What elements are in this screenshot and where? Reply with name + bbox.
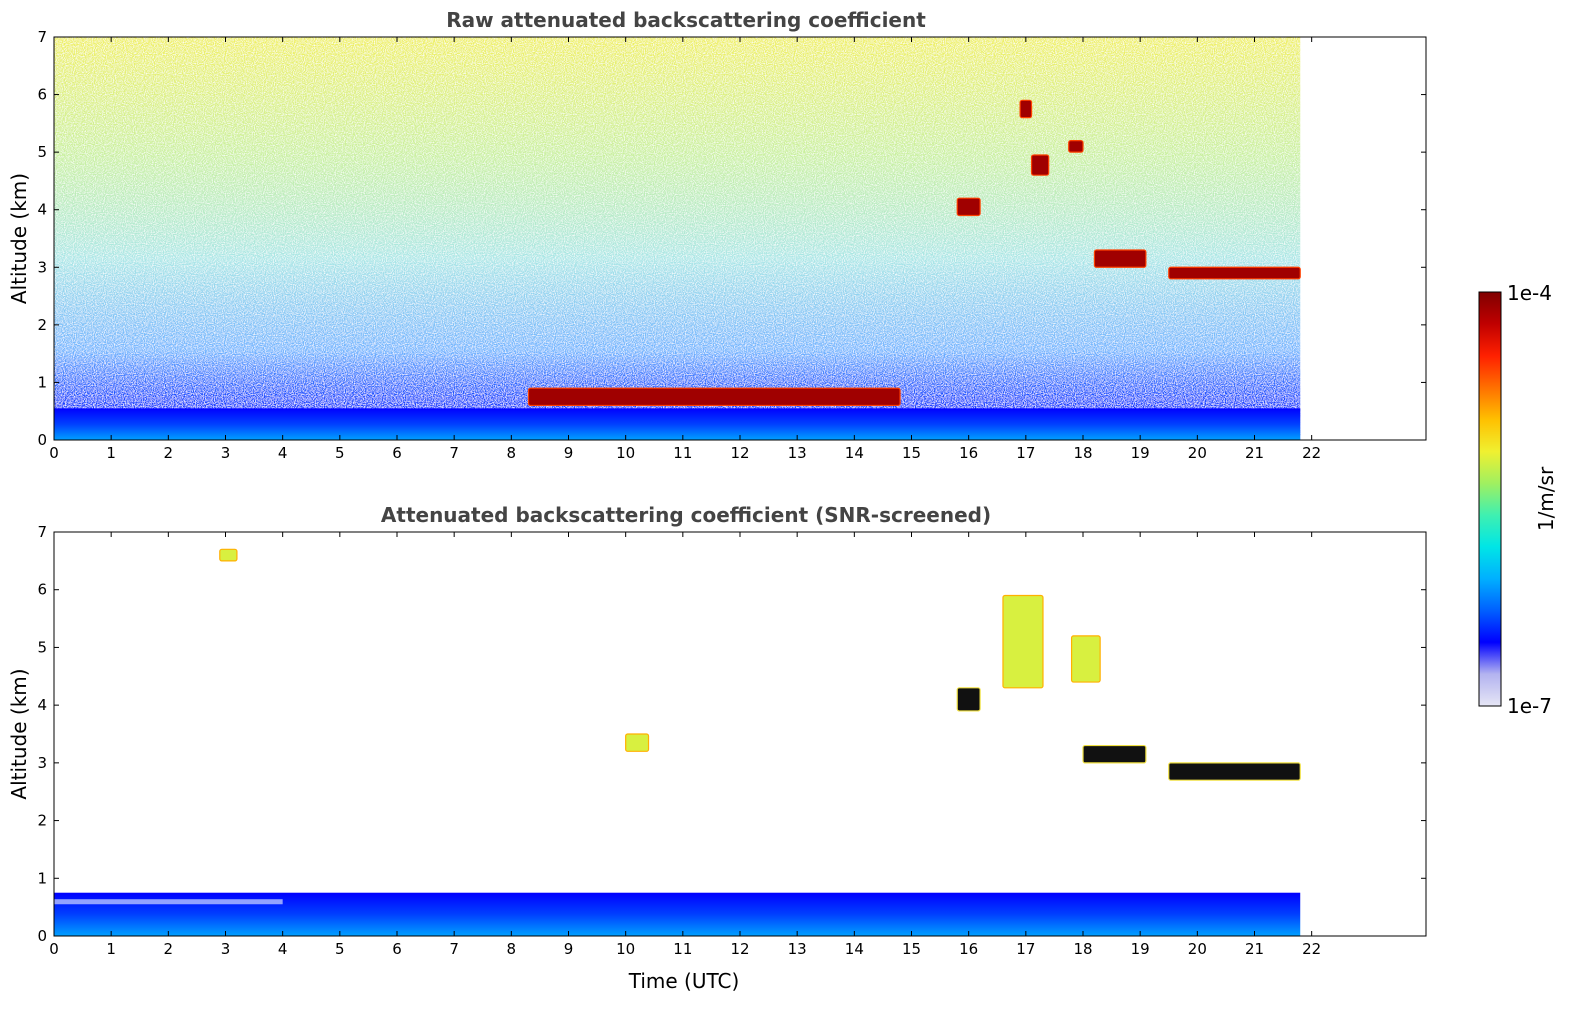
x-tick-label: 6 — [392, 940, 402, 958]
x-tick-label: 2 — [164, 940, 174, 958]
cloud-feature-1 — [219, 548, 238, 562]
x-tick-label: 14 — [845, 940, 864, 958]
x-tick-label: 11 — [673, 940, 692, 958]
x-tick-label: 20 — [1188, 940, 1207, 958]
y-tick-label: 6 — [37, 581, 47, 599]
x-tick-label: 14 — [845, 444, 864, 462]
x-tick-label: 12 — [730, 444, 749, 462]
x-tick-label: 17 — [1016, 444, 1035, 462]
cloud-feature-4 — [1002, 594, 1044, 689]
cloud-feature-3 — [1019, 99, 1033, 119]
cloud-feature-2 — [956, 197, 981, 217]
x-tick-label: 5 — [335, 940, 345, 958]
x-tick-label: 0 — [49, 444, 59, 462]
x-tick-label: 13 — [788, 444, 807, 462]
cloud-feature-6 — [1093, 249, 1147, 268]
x-tick-label: 21 — [1245, 444, 1264, 462]
chart-title: Attenuated backscattering coefficient (S… — [381, 503, 991, 527]
x-tick-label: 8 — [507, 940, 517, 958]
y-tick-label: 7 — [37, 523, 47, 541]
cloud-feature-7 — [1168, 762, 1301, 781]
x-axis-label: Time (UTC) — [628, 969, 740, 993]
x-tick-label: 5 — [335, 444, 345, 462]
boundary-layer-fringe — [54, 899, 283, 905]
x-tick-label: 21 — [1245, 940, 1264, 958]
x-tick-label: 13 — [788, 940, 807, 958]
x-tick-label: 9 — [564, 940, 574, 958]
y-tick-label: 0 — [37, 927, 47, 945]
colorbar-label: 1/m/sr — [1534, 466, 1558, 531]
y-tick-label: 2 — [37, 812, 47, 830]
colorbar-min-label: 1e-7 — [1507, 694, 1552, 718]
x-tick-label: 22 — [1302, 444, 1321, 462]
boundary-layer — [54, 408, 1301, 440]
y-tick-label: 5 — [37, 143, 47, 161]
x-tick-label: 18 — [1073, 940, 1092, 958]
colorbar: 1e-4 1e-7 1/m/sr — [1478, 281, 1558, 718]
x-tick-label: 0 — [49, 940, 59, 958]
x-tick-label: 1 — [106, 444, 116, 462]
cloud-feature-2 — [625, 733, 650, 752]
x-tick-label: 9 — [564, 444, 574, 462]
x-tick-label: 6 — [392, 444, 402, 462]
y-tick-label: 0 — [37, 431, 47, 449]
y-tick-label: 6 — [37, 86, 47, 104]
x-tick-label: 7 — [449, 940, 459, 958]
x-tick-label: 17 — [1016, 940, 1035, 958]
x-tick-label: 2 — [164, 444, 174, 462]
x-tick-label: 15 — [902, 444, 921, 462]
cloud-feature-7 — [1168, 266, 1301, 280]
x-tick-label: 1 — [106, 940, 116, 958]
y-tick-label: 5 — [37, 638, 47, 656]
y-axis-label: Altitude (km) — [7, 668, 31, 799]
cloud-feature-1 — [527, 387, 901, 407]
cloud-feature-6 — [1082, 744, 1147, 764]
x-tick-label: 19 — [1131, 940, 1150, 958]
cloud-feature-5 — [1070, 635, 1101, 683]
x-tick-label: 10 — [616, 940, 635, 958]
x-tick-label: 4 — [278, 444, 288, 462]
y-tick-label: 2 — [37, 316, 47, 334]
x-tick-label: 7 — [449, 444, 459, 462]
y-tick-label: 4 — [37, 696, 47, 714]
colorbar-gradient — [1478, 291, 1502, 707]
y-axis-label: Altitude (km) — [7, 173, 31, 304]
x-tick-label: 4 — [278, 940, 288, 958]
chart-title: Raw attenuated backscattering coefficien… — [446, 8, 926, 32]
cloud-feature-5 — [1068, 140, 1084, 153]
y-tick-label: 1 — [37, 869, 47, 887]
plot-area — [54, 532, 1426, 936]
x-tick-label: 10 — [616, 444, 635, 462]
x-tick-label: 16 — [959, 444, 978, 462]
noise-field — [54, 37, 1301, 440]
x-tick-label: 22 — [1302, 940, 1321, 958]
x-tick-label: 3 — [221, 940, 231, 958]
cloud-feature-3 — [956, 687, 981, 712]
panel-snr-screened: 0 1 2 3 4 5 6 7 8 9 10 11 12 13 14 15 16 17 18 19 20 21 220123… — [7, 503, 1427, 993]
y-tick-label: 1 — [37, 373, 47, 391]
cloud-feature-4 — [1030, 154, 1050, 176]
x-tick-label: 15 — [902, 940, 921, 958]
x-tick-label: 3 — [221, 444, 231, 462]
y-tick-label: 3 — [37, 258, 47, 276]
panel-raw: 0 1 2 3 4 5 6 7 8 9 10 11 12 13 14 15 16 17 18 19 20 21 220123… — [7, 8, 1427, 462]
y-tick-label: 7 — [37, 28, 47, 46]
y-tick-label: 3 — [37, 754, 47, 772]
x-tick-label: 12 — [730, 940, 749, 958]
colorbar-max-label: 1e-4 — [1507, 281, 1552, 305]
x-tick-label: 16 — [959, 940, 978, 958]
x-tick-label: 11 — [673, 444, 692, 462]
y-tick-label: 4 — [37, 201, 47, 219]
x-tick-label: 19 — [1131, 444, 1150, 462]
x-tick-label: 18 — [1073, 444, 1092, 462]
x-tick-label: 8 — [507, 444, 517, 462]
x-tick-label: 20 — [1188, 444, 1207, 462]
